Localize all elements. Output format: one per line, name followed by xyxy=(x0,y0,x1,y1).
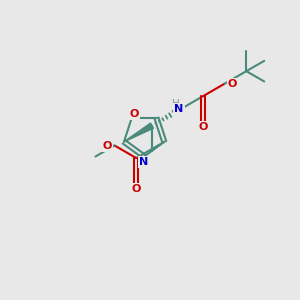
Text: H: H xyxy=(172,99,180,110)
Text: O: O xyxy=(198,122,208,132)
Text: N: N xyxy=(174,104,184,114)
Text: O: O xyxy=(131,184,141,194)
Polygon shape xyxy=(124,123,154,142)
Text: N: N xyxy=(140,157,149,167)
Text: O: O xyxy=(129,109,138,119)
Text: O: O xyxy=(102,140,112,151)
Text: O: O xyxy=(228,79,237,89)
